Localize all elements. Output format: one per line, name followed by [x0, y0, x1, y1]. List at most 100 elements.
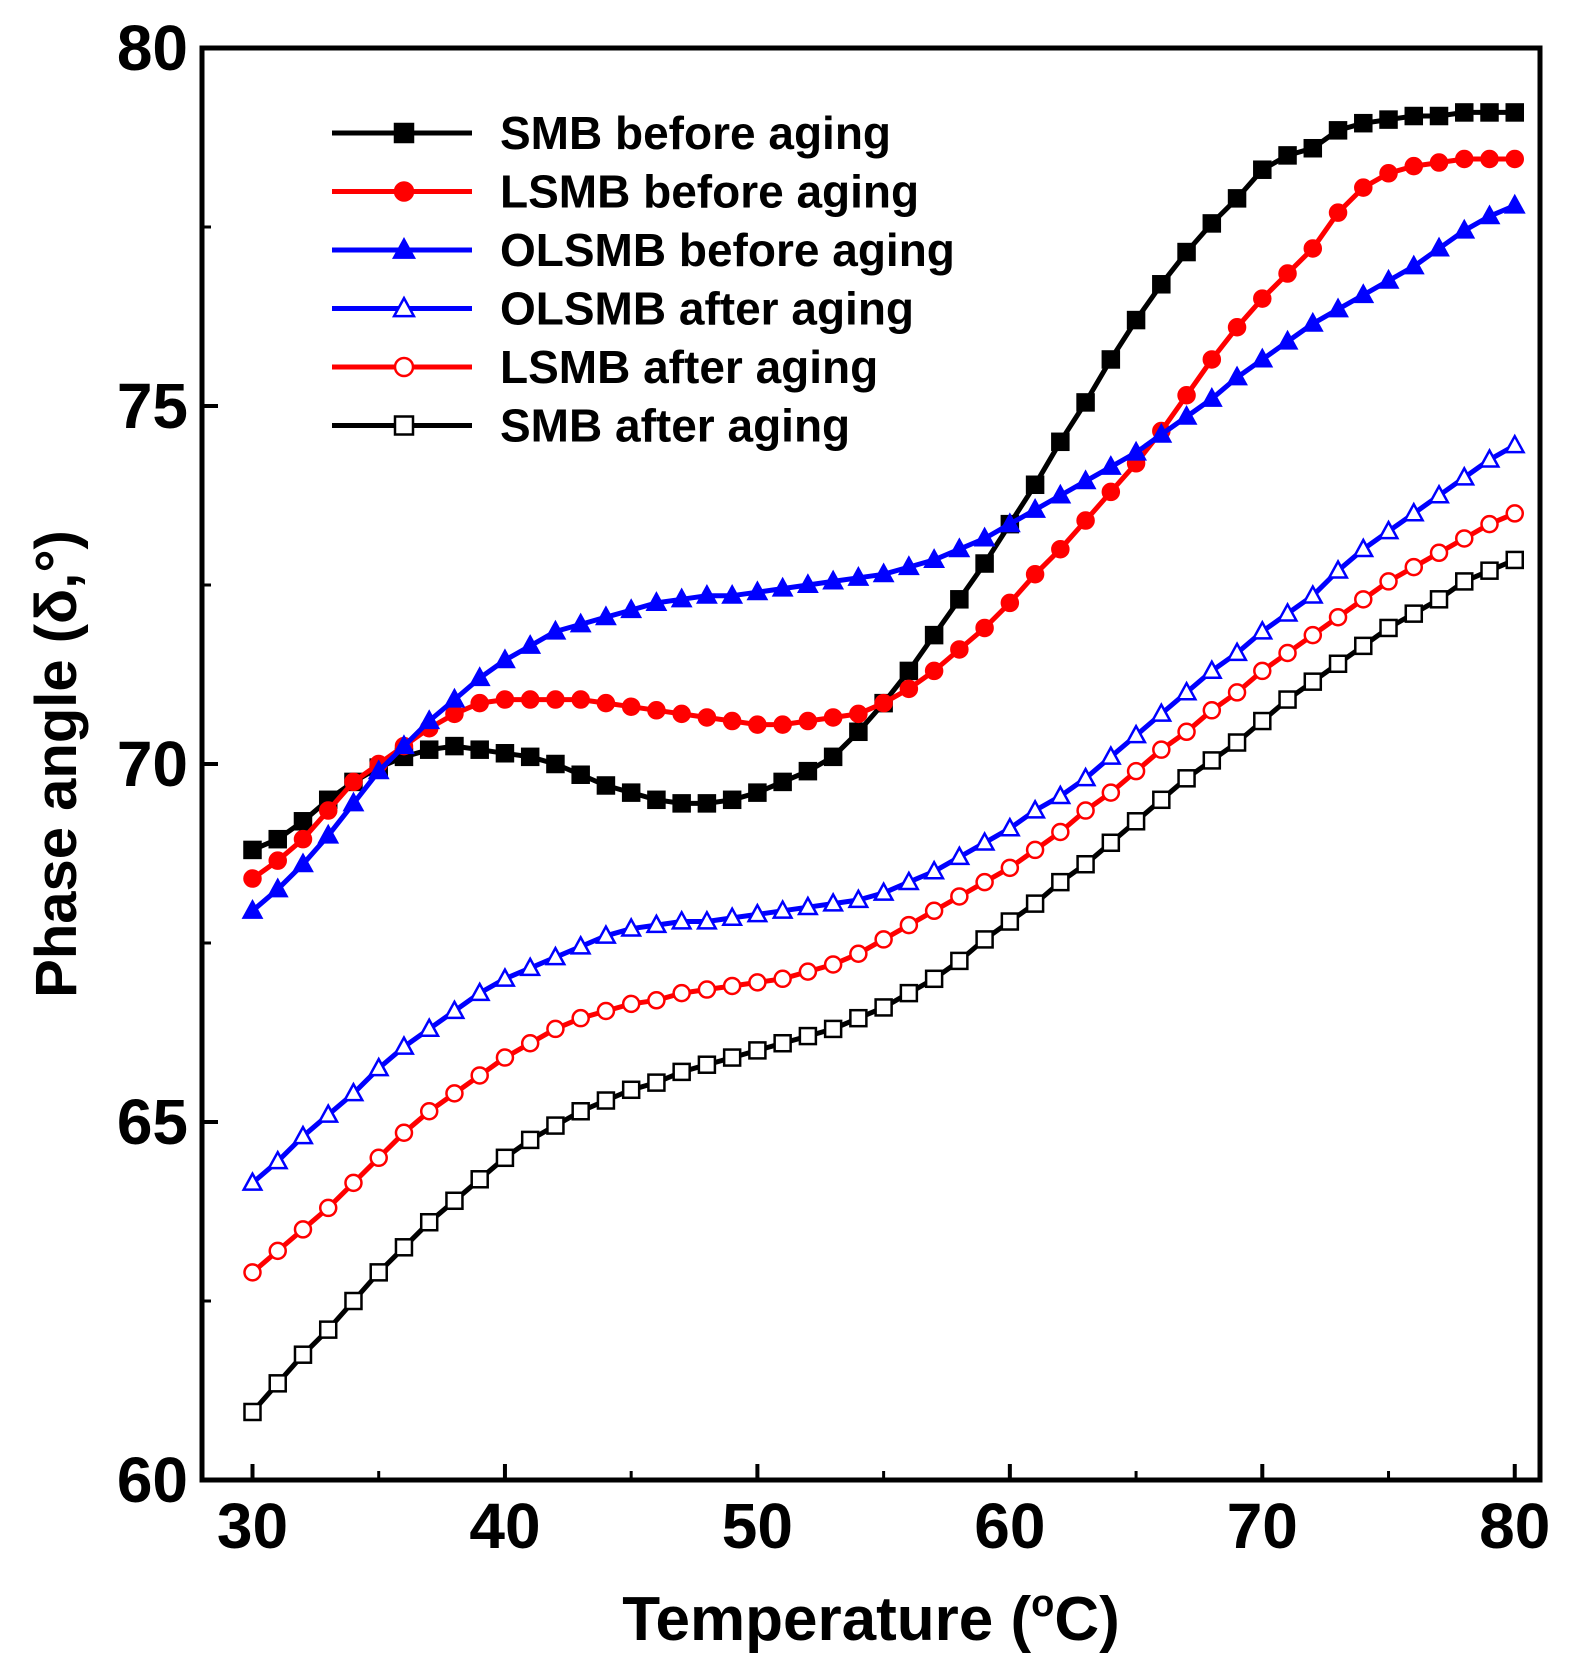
- data-point: [1101, 783, 1121, 802]
- legend-swatch-marker: [393, 356, 415, 378]
- data-point: [1049, 483, 1072, 504]
- data-point: [1505, 103, 1525, 122]
- data-point: [899, 983, 919, 1003]
- data-point: [1402, 501, 1425, 522]
- data-point: [1328, 203, 1348, 222]
- data-point: [1253, 160, 1272, 179]
- data-point: [344, 1291, 363, 1311]
- data-point: [369, 1263, 388, 1282]
- data-point: [924, 625, 944, 645]
- data-point: [367, 759, 390, 780]
- data-point: [318, 1198, 338, 1218]
- data-point: [519, 634, 542, 654]
- data-point: [1175, 404, 1198, 425]
- data-point: [899, 679, 919, 699]
- data-point: [1126, 812, 1146, 831]
- data-point: [1101, 350, 1121, 369]
- x-axis-title-end: C): [1054, 1585, 1119, 1654]
- data-point: [771, 576, 794, 597]
- data-point: [1177, 722, 1196, 742]
- legend-item: LSMB after aging: [332, 341, 878, 393]
- data-point: [899, 661, 919, 681]
- data-point: [344, 1173, 363, 1193]
- data-point: [1226, 365, 1248, 386]
- data-point: [419, 740, 439, 759]
- x-tick-label-70: 70: [1227, 1490, 1298, 1562]
- data-point: [672, 983, 691, 1003]
- data-point: [897, 555, 920, 576]
- y-axis-ticks: 60 65 70 75 80: [117, 12, 188, 1516]
- data-point: [874, 930, 893, 949]
- data-point: [1253, 289, 1272, 308]
- data-point: [722, 711, 742, 731]
- data-point: [393, 1035, 415, 1055]
- data-point: [1352, 537, 1375, 558]
- data-point: [595, 605, 617, 626]
- data-point: [1025, 894, 1045, 913]
- legend-label: LSMB after aging: [500, 341, 878, 393]
- data-point: [773, 969, 792, 989]
- data-point: [748, 715, 767, 734]
- data-point: [1377, 519, 1400, 540]
- x-axis-title-main: Temperature (: [622, 1585, 1031, 1654]
- legend-item: SMB before aging: [332, 107, 891, 159]
- data-point: [1429, 590, 1449, 609]
- data-point: [571, 765, 590, 784]
- data-point: [874, 998, 893, 1017]
- data-point: [822, 891, 845, 912]
- data-point: [746, 580, 769, 601]
- data-point: [1099, 745, 1122, 765]
- data-point: [1327, 558, 1349, 579]
- data-point: [1377, 268, 1400, 289]
- data-point: [292, 1124, 314, 1145]
- data-point: [1505, 550, 1525, 570]
- data-point: [823, 747, 843, 767]
- data-point: [241, 898, 264, 919]
- data-point: [243, 840, 262, 860]
- data-point: [419, 1102, 439, 1121]
- data-point: [948, 537, 971, 558]
- data-point: [695, 909, 718, 930]
- data-point: [621, 1080, 641, 1100]
- data-point: [1076, 801, 1095, 820]
- data-point: [520, 747, 540, 767]
- data-point: [899, 915, 919, 935]
- data-point: [1251, 347, 1274, 368]
- data-point: [1076, 511, 1095, 530]
- data-point: [596, 1001, 616, 1021]
- data-point: [1455, 103, 1474, 122]
- data-point: [1051, 432, 1070, 452]
- data-point: [1404, 557, 1424, 577]
- data-point: [293, 1220, 313, 1239]
- data-point: [393, 734, 415, 755]
- data-point: [342, 1081, 365, 1102]
- data-point: [874, 693, 893, 713]
- data-point: [1202, 701, 1222, 720]
- data-point: [1429, 106, 1449, 126]
- data-point: [823, 955, 843, 974]
- legend-swatch-marker: [391, 295, 417, 318]
- data-point: [771, 898, 794, 919]
- data-point: [1278, 264, 1297, 283]
- legend-label: LSMB before aging: [500, 166, 919, 218]
- data-point: [1301, 311, 1324, 332]
- data-point: [1025, 565, 1045, 584]
- data-point: [798, 1026, 818, 1046]
- data-point: [1478, 447, 1501, 468]
- data-point: [1354, 113, 1373, 133]
- data-point: [266, 1149, 289, 1170]
- data-point: [571, 1008, 590, 1028]
- x-tick-label-60: 60: [974, 1490, 1045, 1562]
- data-point: [418, 1017, 441, 1037]
- data-point: [1429, 153, 1449, 172]
- data-point: [1455, 572, 1474, 591]
- data-point: [1428, 236, 1450, 257]
- data-point: [1024, 798, 1047, 819]
- data-point: [748, 973, 767, 992]
- data-point: [722, 976, 742, 996]
- data-point: [973, 830, 996, 851]
- data-point: [672, 1062, 691, 1082]
- legend-swatch-marker: [393, 181, 415, 202]
- y-tick-label-70: 70: [117, 728, 188, 800]
- data-point: [1453, 218, 1476, 239]
